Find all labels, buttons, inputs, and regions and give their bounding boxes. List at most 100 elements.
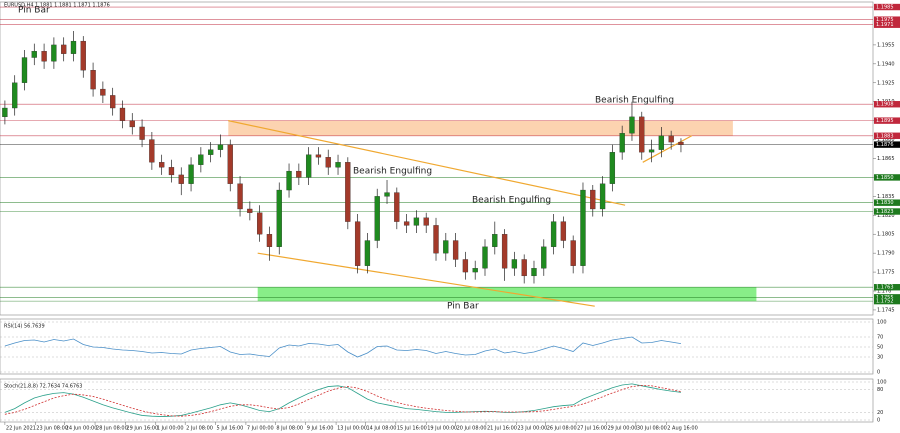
candle-body (394, 192, 400, 222)
indicator-label: Stoch(21,8,8) 72.7634 74.6763 (4, 384, 82, 390)
candle-body (139, 126, 145, 140)
x-tick-label: 21 Jul 16:00 (487, 426, 517, 432)
candle-body (560, 221, 567, 241)
level-label: 1.1985 (876, 5, 894, 11)
annotation: Bearish Engulfing (595, 96, 674, 106)
indicator-tick-label: 50 (877, 345, 883, 351)
candle-body (129, 120, 135, 128)
level-tag (874, 21, 900, 28)
header: EURUSD,H4 1.1881 1.1881 1.1871 1.1876 (4, 3, 110, 9)
x-tick-label: 26 Jul 08:00 (547, 426, 577, 432)
x-tick-label: 19 Jul 00:00 (427, 426, 457, 432)
candle-body (315, 154, 322, 158)
x-tick-label: 8 Jul 08:00 (276, 426, 303, 432)
level-tag (874, 117, 900, 124)
candle-body (413, 217, 420, 226)
y-tick-label: 1.1775 (877, 270, 895, 276)
candle-body (609, 152, 616, 184)
candle-body (61, 44, 67, 54)
candle-body (90, 70, 96, 90)
y-tick-label: 1.1820 (877, 213, 895, 219)
candle-body (286, 170, 292, 191)
y-tick-label: 1.1925 (877, 80, 895, 86)
x-tick-label: 29 Jul 00:00 (607, 426, 637, 432)
level-tag (874, 284, 900, 291)
y-tick-label: 1.1790 (877, 251, 895, 257)
annotation: Bearish Engulfing (472, 196, 551, 206)
indicator-tick-label: 70 (877, 335, 883, 341)
indicator-tick-label: 0 (877, 418, 880, 424)
x-tick-label: 13 Jul 00:00 (337, 426, 367, 432)
x-tick-label: 14 Jul 08:00 (366, 426, 396, 432)
candle-body (41, 51, 47, 62)
indicator-tick-label: 0 (877, 370, 880, 376)
candle-body (443, 240, 449, 254)
y-tick-label: 1.1940 (877, 61, 895, 67)
candle-body (256, 212, 263, 235)
indicator-tick-label: 100 (877, 380, 887, 386)
candle-body (472, 268, 478, 273)
trendline (228, 120, 626, 206)
level-label: 1.1883 (876, 133, 894, 139)
candle-body (492, 234, 498, 247)
candle-body (247, 208, 253, 213)
level-tag (874, 141, 900, 148)
candle-body (208, 149, 214, 155)
level-tag (874, 297, 900, 305)
level-tag (874, 199, 900, 206)
candle-body (100, 88, 106, 96)
level-label: 1.1752 (876, 299, 894, 305)
candle-body (531, 268, 537, 277)
candle-body (570, 240, 576, 266)
candle-body (21, 57, 28, 83)
x-tick-label: 20 Jul 08:00 (457, 426, 487, 432)
candle-body (266, 234, 273, 247)
level-tag (874, 174, 900, 181)
candle-body (374, 196, 380, 241)
indicator-label: RSI(14) 56.7639 (4, 324, 45, 330)
level-label: 1.1876 (876, 142, 894, 148)
candle-body (668, 135, 674, 143)
level-tag (874, 132, 900, 139)
candle-body (550, 221, 557, 247)
level-label: 1.1975 (876, 17, 894, 23)
candle-body (580, 189, 586, 266)
candle-body (110, 95, 116, 109)
level-label: 1.1763 (876, 285, 894, 291)
candle-body (325, 157, 331, 168)
candle-body (511, 259, 518, 269)
candle-body (80, 40, 86, 71)
panel-frame (0, 378, 874, 423)
level-label: 1.1755 (876, 295, 894, 301)
level-tag (874, 101, 900, 108)
candle-body (599, 183, 606, 210)
level-label: 1.1823 (876, 209, 894, 215)
candle-body (541, 246, 547, 269)
candle-body (482, 246, 488, 269)
candle-body (188, 164, 194, 184)
trendline (257, 252, 595, 307)
level-label: 1.1850 (876, 175, 894, 181)
candle-body (364, 240, 371, 266)
candle-body (276, 189, 282, 247)
candle-body (619, 133, 625, 153)
panel-frame (0, 318, 874, 375)
x-tick-label: 7 Jul 00:00 (247, 426, 274, 432)
x-tick-label: 2 Aug 16:00 (667, 426, 698, 432)
candle-body (452, 240, 459, 260)
candle-body (403, 221, 410, 226)
level-label: 1.1971 (876, 22, 894, 28)
x-tick-label: 23 Jul 00:00 (517, 426, 547, 432)
candle-body (462, 259, 469, 273)
x-tick-label: 27 Jul 16:00 (577, 426, 607, 432)
candle-body (12, 82, 18, 109)
candle-body (354, 221, 361, 266)
indicator-tick-label: 80 (877, 387, 883, 393)
y-tick-label: 1.176 (877, 289, 891, 295)
x-tick-label: 5 Jul 16:00 (217, 426, 244, 432)
candle-body (70, 40, 77, 54)
candle-body (237, 183, 243, 210)
annotation: Pin Bar (18, 6, 50, 16)
